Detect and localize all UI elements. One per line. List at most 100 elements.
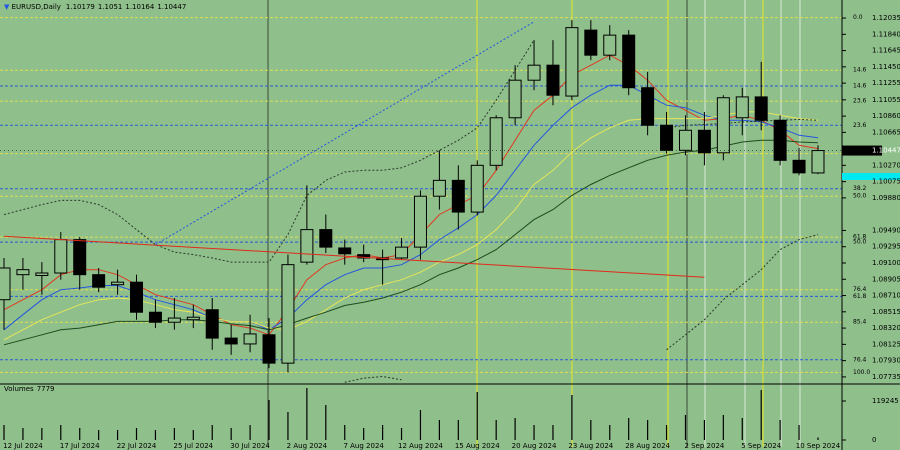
trendline: [3, 235, 705, 278]
indicator-line: [344, 234, 819, 383]
y-tick-label: 1.10860: [872, 112, 900, 120]
fibo-label: 50.0: [853, 239, 867, 246]
high-value: 1.1051: [98, 3, 123, 11]
y-tick-label: 1.10270: [872, 161, 900, 169]
candle-body: [357, 254, 371, 259]
x-tick-label: 2 Sep 2024: [684, 442, 724, 450]
symbol: EURUSD,Daily: [12, 3, 61, 11]
fibo-label: 61.8: [853, 293, 867, 300]
header-icon: ▼: [4, 3, 12, 11]
candle-body: [130, 281, 144, 313]
y-tick-label: 1.10075: [872, 178, 900, 186]
y-tick-label: 1.07735: [872, 373, 900, 381]
fibo-label: 23.6: [853, 98, 867, 105]
candle-body: [489, 117, 503, 166]
x-tick-label: 20 Aug 2024: [512, 442, 557, 450]
candle-body: [262, 334, 276, 364]
fibo-label: 76.4: [853, 356, 867, 363]
volume-header: Volumes 7779: [4, 385, 55, 393]
fibo-label: 14.6: [853, 83, 867, 90]
y-tick-label: 1.09295: [872, 243, 900, 251]
candle-body: [35, 272, 49, 277]
candle-body: [432, 179, 446, 197]
candle-body: [319, 229, 333, 248]
y-tick-label: 1.08515: [872, 308, 900, 316]
y-tick-label: 1.09880: [872, 194, 900, 202]
y-tick-label: 1.11450: [872, 63, 900, 71]
fibo-label: 14.6: [853, 67, 867, 74]
candle-body: [603, 34, 617, 56]
y-tick-label: 1.11840: [872, 30, 900, 38]
x-tick-label: 7 Aug 2024: [343, 442, 384, 450]
candle-body: [811, 150, 825, 174]
candle-body: [678, 129, 692, 151]
candle-body: [224, 337, 238, 345]
close-value: 1.10447: [157, 3, 186, 11]
x-tick-label: 12 Jul 2024: [3, 442, 43, 450]
volume-tick-label: 119245: [872, 397, 899, 405]
candle-body: [0, 267, 11, 301]
candle-body: [508, 79, 522, 119]
trendline: [155, 21, 535, 246]
y-tick-label: 1.08905: [872, 275, 900, 283]
candle-body: [470, 164, 484, 213]
x-tick-label: 5 Sep 2024: [741, 442, 781, 450]
fibo-label: 38.2: [853, 185, 867, 192]
x-tick-label: 23 Aug 2024: [568, 442, 613, 450]
x-tick-label: 25 Jul 2024: [173, 442, 213, 450]
header: ▼ EURUSD,Daily 1.10179 1.1051 1.10164 1.1044…: [4, 3, 186, 11]
candle-body: [451, 179, 465, 213]
candle-body: [584, 29, 598, 56]
candle-body: [338, 247, 352, 255]
candle-body: [73, 239, 87, 276]
candle-body: [167, 317, 181, 323]
volume-title: Volumes: [4, 385, 34, 393]
y-tick-label: 1.08320: [872, 324, 900, 332]
y-tick-label: 1.09490: [872, 226, 900, 234]
x-tick-label: 15 Aug 2024: [455, 442, 500, 450]
fibo-label: 0.0: [853, 14, 863, 21]
plot: [0, 17, 842, 440]
candle-body: [92, 274, 106, 288]
fibo-label: 23.6: [853, 122, 867, 129]
x-tick-label: 2 Aug 2024: [287, 442, 328, 450]
y-tick-label: 1.07930: [872, 357, 900, 365]
candle-body: [754, 96, 768, 121]
low-value: 1.10164: [125, 3, 154, 11]
candle-body: [148, 311, 162, 323]
candle-body: [773, 119, 787, 161]
fibo-label: 76.4: [853, 286, 867, 293]
candle-body: [54, 239, 68, 274]
candle-body: [281, 264, 295, 364]
x-tick-label: 10 Sep 2024: [796, 442, 841, 450]
y-tick-label: 1.11645: [872, 47, 900, 55]
candle-body: [527, 64, 541, 81]
fibo-label: 50.0: [853, 193, 867, 200]
candle-body: [660, 124, 674, 151]
indicator-line: [3, 139, 819, 346]
candle-body: [111, 281, 125, 286]
y-tick-label: 1.08710: [872, 292, 900, 300]
candle-body: [205, 309, 219, 339]
x-tick-label: 12 Aug 2024: [398, 442, 443, 450]
y-tick-label: 1.08125: [872, 340, 900, 348]
candle-body: [243, 333, 257, 345]
price-box: [842, 145, 882, 156]
candle-body: [395, 246, 409, 259]
volume-tick-label: 0: [872, 436, 876, 444]
volume-last: 7779: [37, 385, 55, 393]
candle-body: [16, 269, 30, 276]
candle-body: [565, 27, 579, 97]
y-tick-label: 1.12035: [872, 14, 900, 22]
candle-body: [716, 97, 730, 154]
fibo-label: 100.0: [853, 369, 870, 376]
open-value: 1.10179: [66, 3, 95, 11]
candle-body: [697, 129, 711, 154]
candle-body: [622, 34, 636, 89]
y-tick-label: 1.11255: [872, 79, 900, 87]
candle-body: [413, 195, 427, 248]
candle-body: [641, 87, 655, 126]
